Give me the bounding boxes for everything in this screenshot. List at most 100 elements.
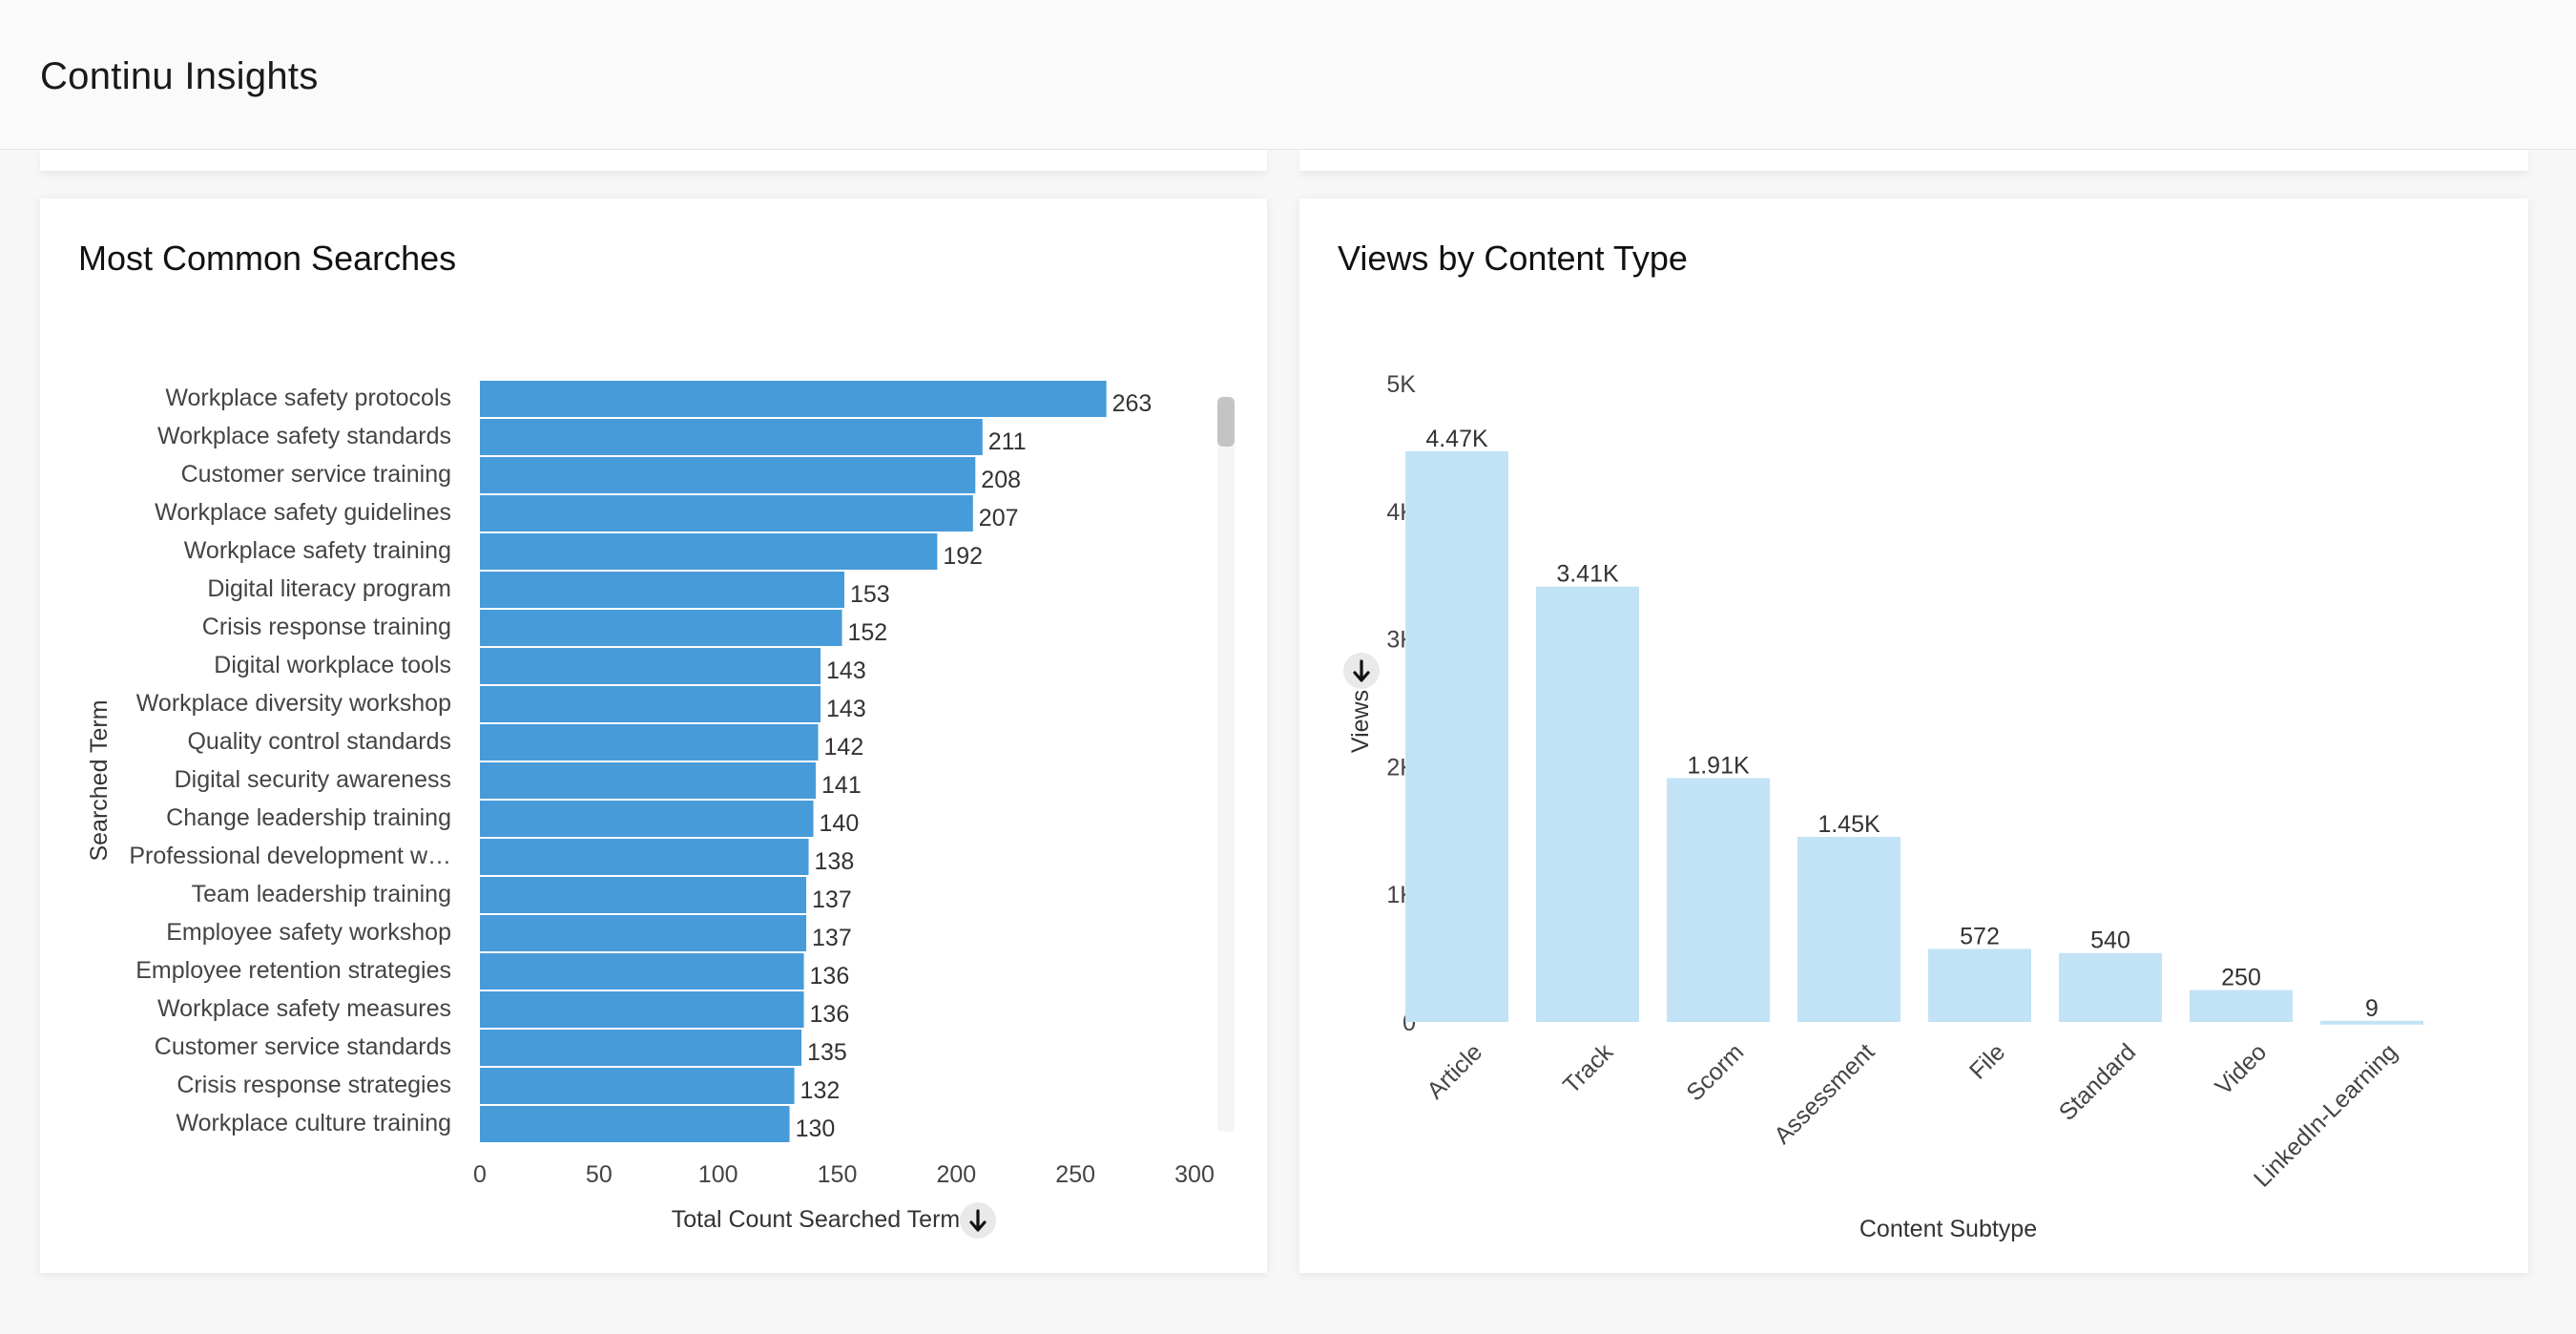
data-label: 192 [943,543,983,570]
data-label: 263 [1112,390,1153,417]
bar[interactable] [480,457,976,493]
data-label: 136 [810,1001,850,1028]
bar[interactable] [480,991,804,1028]
category-label: Assessment [1769,1038,1880,1149]
category-label: Workplace safety measures [157,995,451,1022]
card-above-right-edge [1299,150,2528,171]
y-axis-label: Searched Term [86,699,113,861]
x-tick-label: 300 [1174,1161,1215,1188]
category-label: Workplace culture training [176,1110,451,1136]
data-label: 250 [2221,965,2261,991]
x-axis-label: Content Subtype [1859,1216,2037,1242]
x-tick-label: 100 [698,1161,738,1188]
chart-scrollbar-thumb[interactable] [1217,397,1235,447]
bar[interactable] [480,572,844,608]
bar[interactable] [1797,836,1901,1022]
data-label: 572 [1960,923,2000,949]
most-common-searches-card: Most Common Searches 263 Workplace safety… [40,198,1267,1273]
data-label: 136 [810,963,850,990]
bar[interactable] [480,801,814,837]
bar[interactable] [480,610,842,646]
data-label: 140 [820,810,860,837]
data-label: 152 [847,619,887,646]
data-label: 141 [821,772,862,799]
category-label: Crisis response strategies [177,1072,451,1098]
data-label: 143 [826,657,866,684]
bar[interactable] [480,419,983,455]
data-label: 3.41K [1556,561,1619,588]
arrow-down-icon[interactable] [1353,659,1370,682]
x-axis-label: Total Count Searched Term [672,1206,960,1233]
y-tick-label: 5K [1386,371,1416,398]
data-label: 540 [2090,928,2130,954]
category-label: Professional development w… [129,843,451,869]
bar[interactable] [480,1068,795,1104]
data-label: 130 [796,1115,836,1142]
category-label: LinkedIn-Learning [2249,1038,2402,1192]
category-label: Workplace safety standards [157,423,451,449]
data-label: 137 [812,925,852,951]
bar[interactable] [480,381,1107,417]
bar[interactable] [480,762,817,799]
data-label: 142 [824,734,864,761]
x-tick-label: 150 [818,1161,858,1188]
bar[interactable] [1928,948,2031,1022]
category-label: Employee retention strategies [135,957,451,984]
category-label: Workplace safety guidelines [155,499,451,526]
data-label: 4.47K [1425,426,1488,452]
bar[interactable] [480,724,819,761]
data-label: 153 [850,581,890,608]
bar[interactable] [480,533,938,570]
category-label: Scorm [1681,1038,1749,1106]
data-label: 1.91K [1687,752,1750,779]
bar[interactable] [2320,1020,2423,1025]
card-title: Views by Content Type [1338,239,1688,278]
bar[interactable] [480,877,807,913]
data-label: 207 [979,505,1019,532]
data-label: 135 [807,1039,847,1066]
data-label: 132 [800,1077,841,1104]
y-axis-sort-button[interactable] [1343,653,1380,689]
x-tick-label: 250 [1055,1161,1095,1188]
bar[interactable] [480,1030,802,1066]
category-label: Digital security awareness [175,766,451,793]
data-label: 208 [981,467,1021,493]
bar[interactable] [1667,778,1770,1022]
category-label: Workplace diversity workshop [136,690,451,717]
bar[interactable] [480,915,807,951]
x-axis-sort-button[interactable] [960,1202,996,1239]
bar[interactable] [2190,990,2293,1022]
bar[interactable] [1536,586,1639,1022]
bar[interactable] [2059,952,2162,1022]
category-label: Customer service standards [155,1033,451,1060]
data-label: 137 [812,886,852,913]
data-label: 1.45K [1818,811,1880,838]
bar[interactable] [480,1106,790,1142]
data-label: 9 [2365,995,2379,1022]
category-label: Quality control standards [187,728,451,755]
views-by-content-type-chart: 01K2K3K4K5K4.47KArticle3.41KTrack1.91KSc… [1343,371,2423,1242]
bar[interactable] [480,648,821,684]
category-label: Employee safety workshop [166,919,451,946]
category-label: Customer service training [181,461,451,488]
category-label: Video [2211,1038,2273,1100]
most-common-searches-chart: 263 Workplace safety protocols 211 Workplac… [86,381,1215,1239]
card-title: Most Common Searches [78,239,457,278]
bar[interactable] [480,495,973,532]
category-label: Change leadership training [166,804,451,831]
chart-scrollbar[interactable] [1217,397,1235,1132]
x-tick-label: 0 [473,1161,487,1188]
category-label: Workplace safety protocols [165,385,451,411]
card-above-left-edge [40,150,1267,171]
bar[interactable] [480,686,821,722]
arrow-down-icon[interactable] [969,1209,987,1232]
category-label: File [1964,1038,2010,1084]
category-label: Digital literacy program [207,575,451,602]
app-title: Continu Insights [40,55,319,97]
bar[interactable] [480,953,804,990]
x-tick-label: 50 [586,1161,613,1188]
bar[interactable] [480,839,809,875]
bar[interactable] [1405,450,1508,1022]
data-label: 143 [826,696,866,722]
category-label: Digital workplace tools [214,652,451,678]
